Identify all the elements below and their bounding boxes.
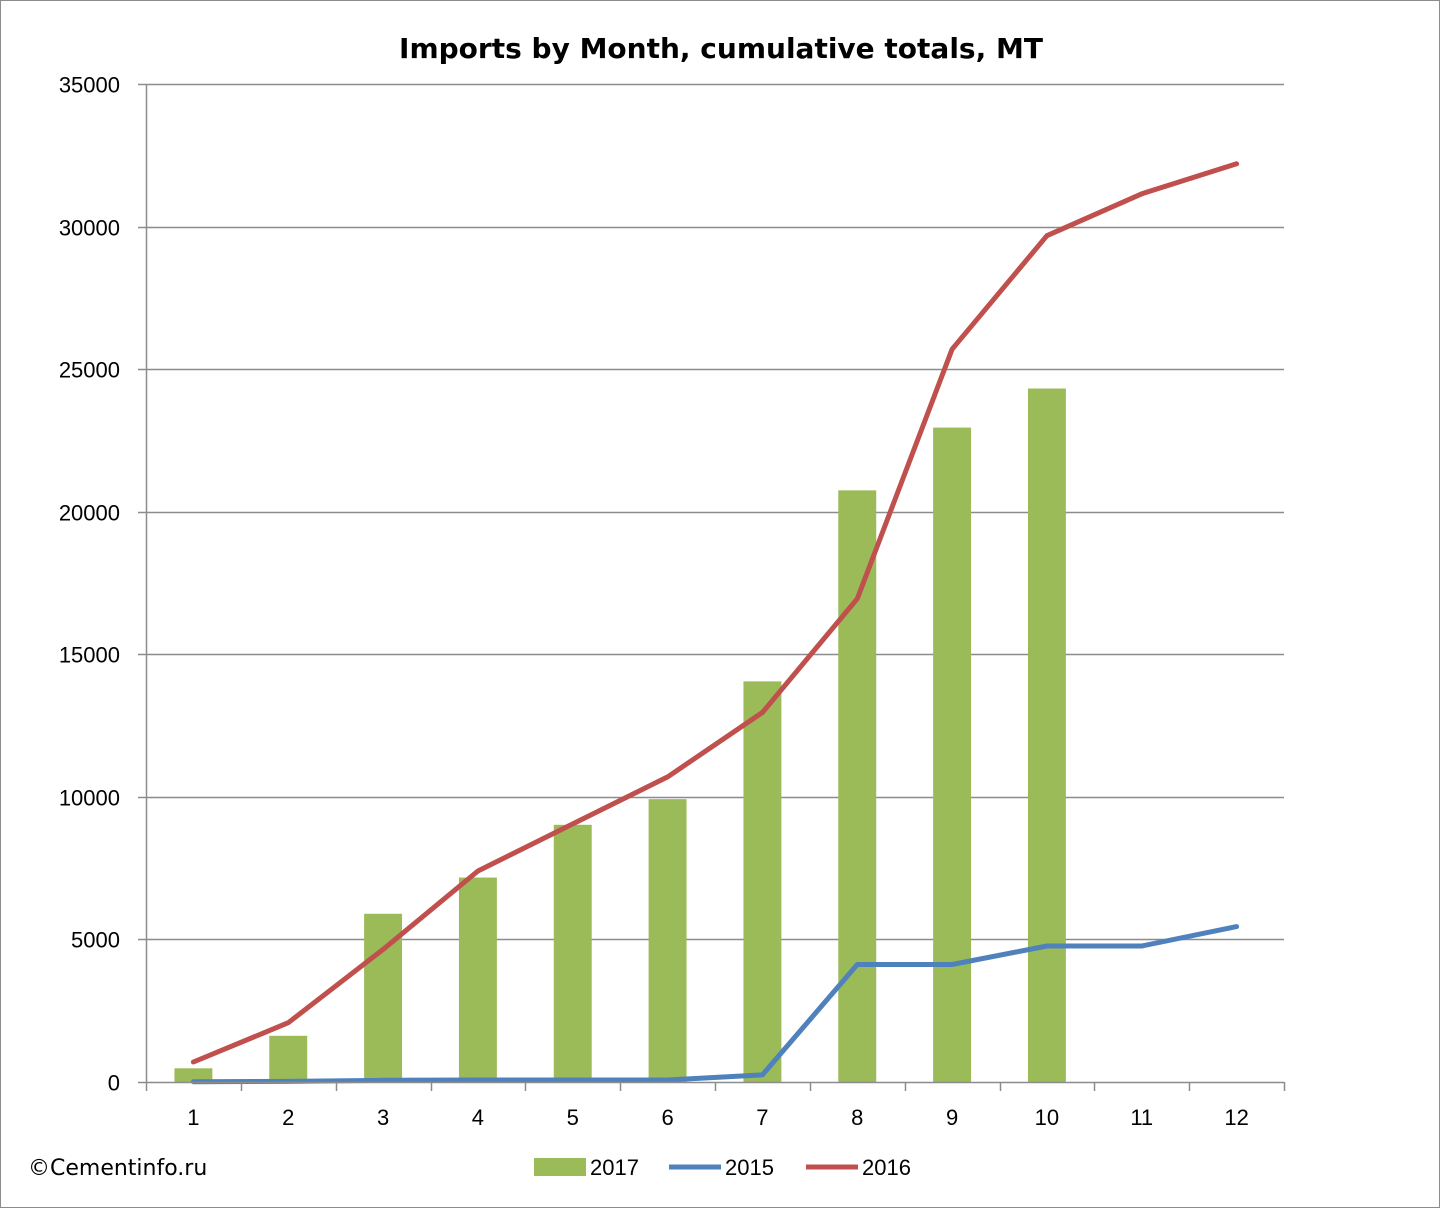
bar — [1027, 388, 1066, 1082]
line-series-2015 — [190, 924, 1240, 1085]
x-tick-label: 11 — [1130, 1105, 1153, 1130]
bar — [269, 1035, 308, 1082]
y-tick-label: 30000 — [59, 216, 120, 241]
y-tick-label: 15000 — [59, 643, 120, 668]
y-tick-label: 35000 — [59, 73, 120, 98]
x-tick-label: 5 — [567, 1105, 579, 1130]
y-tick-label: 0 — [108, 1071, 120, 1096]
y-tick-label: 5000 — [71, 928, 120, 953]
bar — [458, 877, 497, 1082]
x-tick-label: 12 — [1224, 1105, 1248, 1130]
x-axis: 1 2 3 4 5 6 7 8 9 10 11 12 — [145, 1081, 1286, 1130]
bar — [838, 490, 877, 1082]
bar-series-2017 — [174, 388, 1066, 1082]
y-tick-label: 10000 — [59, 786, 120, 811]
bar — [648, 799, 687, 1082]
bar — [174, 1068, 213, 1082]
gridlines — [146, 83, 1284, 941]
x-tick-label: 7 — [756, 1105, 768, 1130]
legend-label-2017: 2017 — [590, 1155, 639, 1180]
bar — [743, 681, 782, 1082]
bar — [553, 824, 592, 1082]
x-tick-label: 1 — [187, 1105, 199, 1130]
y-tick-label: 25000 — [59, 358, 120, 383]
credit-label: ©Cementinfo.ru — [28, 1156, 207, 1181]
x-tick-label: 4 — [472, 1105, 484, 1130]
legend-label-2015: 2015 — [725, 1155, 774, 1180]
x-tick-label: 2 — [282, 1105, 294, 1130]
legend: 2017 2015 2016 — [534, 1155, 911, 1180]
line-series-2016 — [190, 161, 1240, 1065]
legend-label-2016: 2016 — [862, 1155, 911, 1180]
chart-title: Imports by Month, cumulative totals, MT — [399, 32, 1043, 65]
x-tick-label: 6 — [661, 1105, 673, 1130]
x-tick-label: 9 — [946, 1105, 958, 1130]
bar — [933, 427, 972, 1082]
y-axis: 0 5000 10000 15000 20000 25000 30000 35000 — [59, 73, 148, 1096]
x-tick-label: 3 — [377, 1105, 389, 1130]
x-tick-label: 8 — [851, 1105, 863, 1130]
line-series — [190, 161, 1240, 1085]
x-tick-label: 10 — [1035, 1105, 1059, 1130]
legend-swatch-2017 — [534, 1158, 586, 1176]
y-tick-label: 20000 — [59, 501, 120, 526]
